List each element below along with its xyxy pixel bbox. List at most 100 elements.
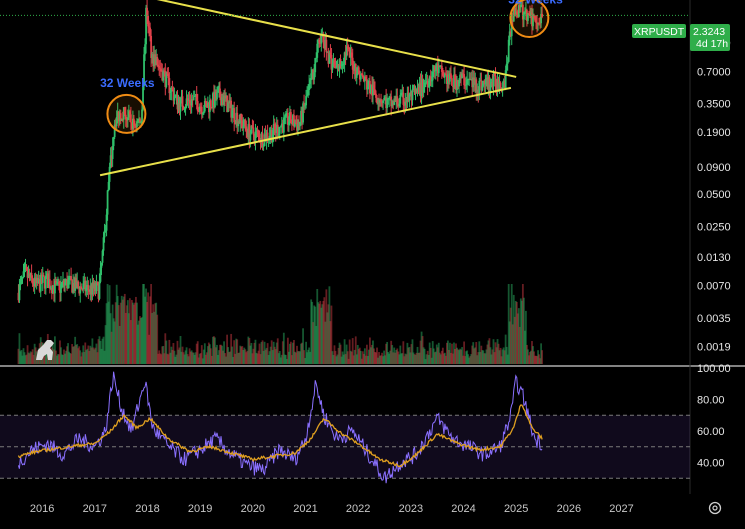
candle-body	[323, 42, 326, 49]
volume-bar	[216, 344, 218, 364]
volume-bar	[433, 352, 436, 364]
volume-bar	[500, 356, 503, 364]
trendline	[156, 0, 517, 78]
volume-bar	[21, 355, 24, 364]
volume-bar	[417, 352, 420, 364]
volume-bar	[334, 350, 337, 364]
volume-bar	[416, 346, 419, 364]
candle-body	[528, 13, 530, 15]
volume-bar	[133, 304, 135, 364]
candle-body	[230, 100, 233, 118]
volume-bar	[460, 349, 462, 364]
candle-body	[501, 87, 504, 90]
volume-bar	[527, 349, 529, 364]
volume-bar	[228, 352, 231, 364]
candle-body	[241, 120, 244, 128]
volume-bar	[76, 344, 79, 364]
volume-bar	[294, 351, 296, 364]
volume-bar	[177, 349, 180, 364]
volume-bar	[537, 350, 539, 364]
candle-body	[403, 104, 406, 106]
volume-bar	[266, 343, 269, 364]
volume-bar	[263, 341, 266, 364]
candle-body	[515, 11, 518, 17]
candle-body	[250, 125, 253, 134]
volume-bar	[442, 353, 445, 364]
volume-bar	[487, 340, 490, 364]
candle-body	[173, 96, 176, 101]
candle-body	[472, 77, 475, 88]
candle-body	[316, 43, 319, 58]
volume-bar	[347, 358, 350, 364]
candle-body	[246, 130, 249, 138]
volume-bar	[141, 317, 143, 364]
candle-body	[441, 71, 444, 76]
volume-bar	[353, 349, 356, 364]
volume-bar	[475, 342, 478, 364]
candle-body	[522, 11, 525, 20]
volume-bar	[241, 346, 244, 364]
volume-bar	[470, 354, 473, 364]
candle-body	[22, 271, 25, 278]
volume-bar	[242, 350, 245, 364]
volume-bar	[365, 344, 368, 364]
candle-body	[514, 11, 517, 15]
volume-bar	[427, 354, 430, 364]
candle-body	[99, 267, 102, 282]
volume-bar	[408, 347, 411, 364]
volume-bar	[344, 354, 347, 364]
candle-body	[179, 97, 182, 112]
candle-body	[429, 76, 432, 81]
volume-bar	[335, 356, 338, 364]
settings-icon[interactable]	[708, 501, 722, 515]
candle-body	[65, 279, 67, 283]
candle-body	[220, 96, 222, 106]
volume-bar	[459, 348, 461, 364]
volume-bar	[388, 353, 391, 364]
candle-body	[187, 100, 190, 102]
candle-body	[78, 286, 81, 294]
volume-bar	[395, 349, 398, 364]
candle-body	[131, 118, 134, 129]
volume-bar	[477, 352, 480, 364]
candle-body	[508, 31, 511, 40]
candle-body	[331, 64, 334, 70]
candle-body	[68, 277, 70, 280]
volume-bar	[429, 347, 432, 364]
volume-bar	[278, 351, 281, 364]
volume-bar	[154, 303, 157, 364]
volume-bar	[494, 342, 497, 364]
year-tick-label: 2024	[451, 503, 475, 515]
price-tick-label: 0.0130	[697, 252, 731, 264]
rsi-tick-label: 100.00	[697, 363, 731, 375]
volume-bar	[215, 347, 217, 364]
year-tick-label: 2017	[83, 503, 107, 515]
volume-bar	[113, 321, 116, 364]
volume-bar	[94, 347, 97, 364]
candle-body	[276, 124, 279, 136]
volume-bar	[192, 352, 195, 364]
volume-bar	[217, 354, 219, 364]
volume-bar	[536, 356, 538, 364]
volume-bar	[284, 355, 287, 364]
candle-body	[474, 79, 477, 85]
candle-body	[215, 92, 217, 100]
volume-bar	[23, 352, 26, 364]
candle-body	[119, 113, 122, 121]
candle-body	[448, 74, 450, 82]
volume-bar	[293, 339, 295, 364]
candle-body	[332, 60, 335, 65]
volume-bar	[283, 354, 286, 364]
candle-body	[529, 14, 531, 16]
volume-bar	[247, 336, 250, 364]
candle-body	[503, 80, 506, 89]
candle-body	[535, 20, 537, 23]
volume-bar	[321, 304, 324, 364]
volume-bar	[324, 321, 327, 364]
volume-bar	[337, 347, 340, 364]
volume-bar	[396, 348, 399, 364]
candle-body	[490, 82, 493, 85]
candle-body	[493, 74, 496, 76]
candle-body	[372, 85, 374, 96]
